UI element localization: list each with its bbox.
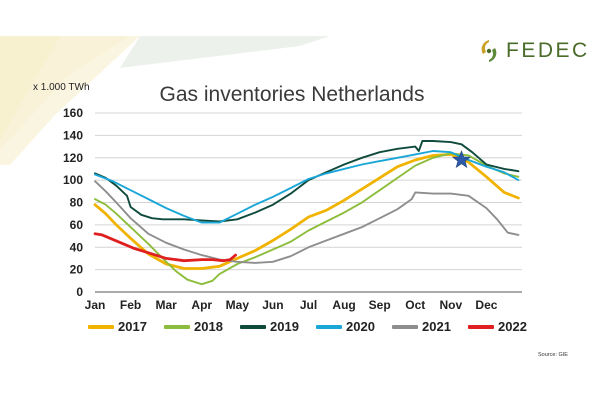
legend-item-2020: 2020 xyxy=(316,319,392,334)
legend-label: 2022 xyxy=(498,319,527,334)
x-tick-label: May xyxy=(226,298,250,312)
fedec-logo-icon xyxy=(481,40,497,62)
legend-label: 2021 xyxy=(422,319,451,334)
x-tick-label: Nov xyxy=(439,298,462,312)
y-tick-label: 0 xyxy=(76,285,83,299)
y-tick-label: 100 xyxy=(63,173,83,187)
series-line-2017 xyxy=(93,152,520,270)
chart-title: Gas inventories Netherlands xyxy=(160,83,425,106)
y-tick-label: 160 xyxy=(63,106,83,120)
x-tick-label: Sep xyxy=(369,298,391,312)
deco-shape-pale xyxy=(0,36,140,165)
x-tick-label: Oct xyxy=(405,298,425,312)
y-tick-label: 60 xyxy=(70,218,84,232)
y-tick-label: 140 xyxy=(63,128,83,142)
legend-swatch xyxy=(88,324,114,329)
legend-item-2019: 2019 xyxy=(240,319,316,334)
deco-shape-gold xyxy=(0,36,130,150)
y-tick-label: 20 xyxy=(70,263,84,277)
x-tick-label: Dec xyxy=(475,298,497,312)
x-tick-label: Feb xyxy=(120,298,141,312)
legend-item-2017: 2017 xyxy=(88,319,164,334)
legend-swatch xyxy=(316,324,342,329)
legend-label: 2017 xyxy=(118,319,147,334)
legend-swatch xyxy=(164,324,190,329)
legend-swatch xyxy=(468,324,494,329)
legend-item-2022: 2022 xyxy=(468,319,544,334)
legend-item-2021: 2021 xyxy=(392,319,468,334)
legend-swatch xyxy=(392,324,418,329)
series-line-2020 xyxy=(94,150,520,224)
x-tick-label: Jun xyxy=(262,298,283,312)
y-tick-label: 80 xyxy=(70,196,84,210)
series-line-2022 xyxy=(93,232,238,263)
x-tick-label: Aug xyxy=(332,298,355,312)
legend-label: 2019 xyxy=(270,319,299,334)
fedec-logo: FEDEC xyxy=(476,38,590,64)
source-note: Source: GIE xyxy=(538,352,568,358)
legend-label: 2018 xyxy=(194,319,223,334)
series-line-2019 xyxy=(94,140,520,223)
x-tick-label: Jul xyxy=(300,298,317,312)
y-tick-label: 40 xyxy=(70,240,84,254)
x-tick-label: Jan xyxy=(85,298,106,312)
legend-swatch xyxy=(240,324,266,329)
x-tick-label: Apr xyxy=(191,298,212,312)
logo-text: FEDEC xyxy=(506,39,590,62)
deco-shape-grey xyxy=(120,36,330,68)
series-line-2021 xyxy=(94,180,520,264)
x-tick-label: Mar xyxy=(155,298,177,312)
chart-legend: 2017 2018 2019 2020 2021 2022 xyxy=(88,319,544,334)
legend-label: 2020 xyxy=(346,319,375,334)
y-axis-units-label: x 1.000 TWh xyxy=(33,82,90,93)
y-tick-label: 120 xyxy=(63,151,83,165)
legend-item-2018: 2018 xyxy=(164,319,240,334)
star-marker xyxy=(452,150,471,168)
